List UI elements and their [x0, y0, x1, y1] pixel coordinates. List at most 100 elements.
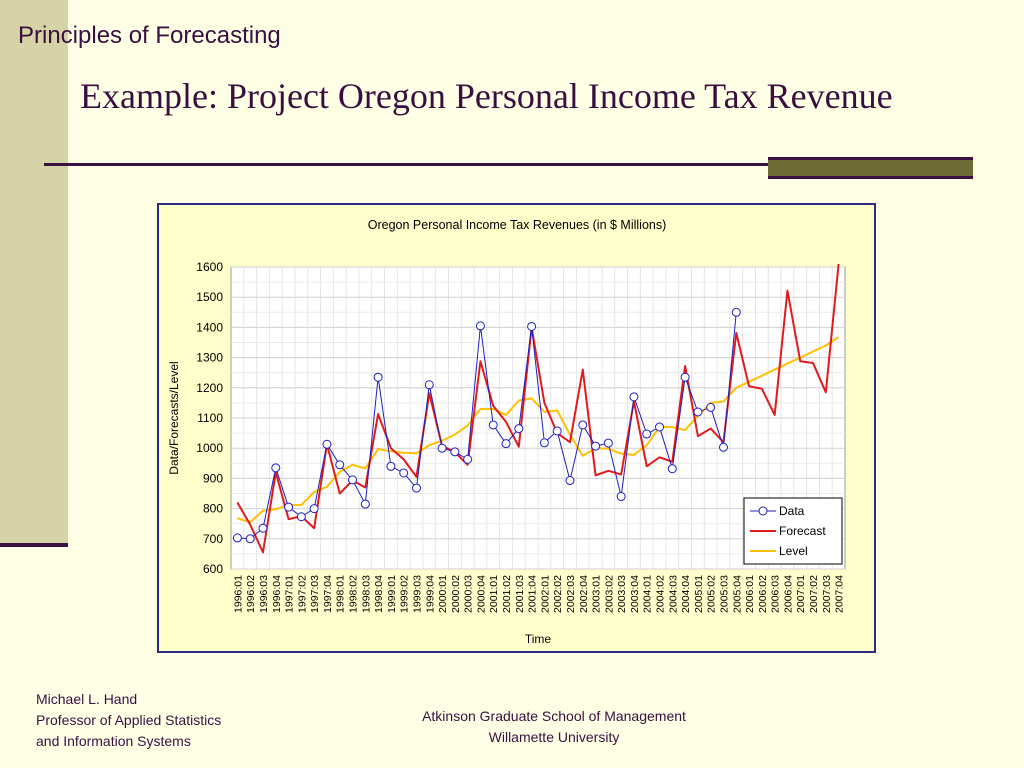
- data-point: [322, 439, 332, 449]
- x-tick-label: 2004:02: [655, 575, 667, 613]
- data-point: [437, 443, 447, 453]
- legend: Data Forecast Level: [743, 497, 843, 565]
- series-line-data: [237, 312, 737, 540]
- series-line-level: [237, 336, 840, 524]
- x-tick-label: 2006:01: [744, 575, 756, 613]
- x-tick-label: 2006:04: [782, 575, 794, 613]
- x-tick-label: 2003:04: [629, 575, 641, 613]
- x-tick-label: 2002:01: [539, 575, 551, 613]
- x-tick-label: 2004:01: [642, 575, 654, 613]
- data-point: [706, 402, 716, 412]
- x-tick-label: 1999:01: [386, 575, 398, 613]
- data-point: [514, 424, 524, 434]
- x-tick-label: 2005:03: [718, 575, 730, 613]
- legend-level-label: Level: [779, 544, 808, 558]
- data-point: [335, 460, 345, 470]
- x-tick-label: 2001:01: [488, 575, 500, 613]
- x-tick-label: 1996:01: [232, 575, 244, 613]
- y-tick-label: 1600: [196, 260, 223, 274]
- x-tick-label: 1997:01: [284, 575, 296, 613]
- x-tick-label: 2005:01: [693, 575, 705, 613]
- x-tick-label: 1996:03: [258, 575, 270, 613]
- data-point: [642, 429, 652, 439]
- data-point: [718, 442, 728, 452]
- series-lines: [236, 263, 840, 554]
- x-tick-label: 2006:02: [757, 575, 769, 613]
- data-point: [373, 372, 383, 382]
- x-tick-label: 2007:03: [821, 575, 833, 613]
- data-point: [680, 372, 690, 382]
- x-tick-label: 1998:01: [335, 575, 347, 613]
- legend-forecast-label: Forecast: [779, 524, 826, 538]
- x-tick-label: 1997:04: [322, 575, 334, 613]
- data-point: [360, 499, 370, 509]
- y-tick-label: 600: [203, 562, 223, 576]
- x-tick-label: 2000:03: [463, 575, 475, 613]
- data-point: [271, 463, 281, 473]
- x-tick-label: 2002:03: [565, 575, 577, 613]
- data-point: [411, 483, 421, 493]
- x-tick-label: 2002:02: [552, 575, 564, 613]
- data-point: [296, 512, 306, 522]
- x-axis-ticks: 1996:01 1996:02 1996:03 1996:04 1997:01 1997:…: [232, 575, 845, 613]
- y-tick-label: 1000: [196, 441, 223, 455]
- data-point: [258, 523, 268, 533]
- footer-author-title-2: and Information Systems: [36, 733, 191, 749]
- legend-data-marker: [758, 506, 768, 516]
- data-point: [667, 464, 677, 474]
- data-point: [527, 321, 537, 331]
- x-tick-label: 2001:02: [501, 575, 513, 613]
- data-point: [475, 321, 485, 331]
- footer-university: Willamette University: [488, 729, 620, 745]
- data-point: [552, 426, 562, 436]
- y-tick-label: 800: [203, 502, 223, 516]
- x-tick-label: 1998:02: [348, 575, 360, 613]
- x-tick-label: 1999:04: [424, 575, 436, 613]
- footer-school: Atkinson Graduate School of Management: [422, 708, 686, 724]
- y-tick-label: 1300: [196, 351, 223, 365]
- data-point: [655, 422, 665, 432]
- x-tick-label: 1999:02: [399, 575, 411, 613]
- x-tick-label: 1996:02: [245, 575, 257, 613]
- data-point: [424, 380, 434, 390]
- y-tick-label: 700: [203, 532, 223, 546]
- x-tick-label: 1998:03: [360, 575, 372, 613]
- y-tick-label: 900: [203, 471, 223, 485]
- data-point: [488, 420, 498, 430]
- x-tick-label: 2004:03: [667, 575, 679, 613]
- data-point: [232, 533, 242, 543]
- data-point: [284, 502, 294, 512]
- data-point: [731, 307, 741, 317]
- title-accent-bar: [768, 157, 973, 179]
- data-point: [693, 407, 703, 417]
- x-tick-label: 1997:02: [296, 575, 308, 613]
- x-tick-label: 2003:03: [616, 575, 628, 613]
- data-point: [501, 439, 511, 449]
- x-tick-label: 2006:03: [770, 575, 782, 613]
- footer-author: Michael L. Hand Professor of Applied Sta…: [36, 689, 221, 752]
- data-point: [386, 461, 396, 471]
- chart-svg: Oregon Personal Income Tax Revenues (in …: [167, 218, 846, 646]
- x-tick-label: 1997:03: [309, 575, 321, 613]
- footer-institution: Atkinson Graduate School of Management W…: [374, 706, 734, 748]
- x-tick-label: 2003:01: [591, 575, 603, 613]
- footer-author-title-1: Professor of Applied Statistics: [36, 712, 222, 728]
- data-point: [565, 476, 575, 486]
- x-tick-label: 2007:04: [834, 575, 846, 613]
- x-axis-label: Time: [525, 632, 552, 646]
- data-point: [578, 420, 588, 430]
- data-point: [245, 534, 255, 544]
- x-tick-label: 2003:02: [603, 575, 615, 613]
- data-point: [629, 392, 639, 402]
- y-tick-label: 1200: [196, 381, 223, 395]
- side-rule: [0, 543, 68, 547]
- data-point: [616, 492, 626, 502]
- data-point: [309, 504, 319, 514]
- x-tick-label: 2002:04: [578, 575, 590, 613]
- data-point: [399, 468, 409, 478]
- x-tick-label: 2000:02: [450, 575, 462, 613]
- slide-title: Example: Project Oregon Personal Income …: [80, 76, 893, 116]
- data-point: [348, 475, 358, 485]
- chart-title: Oregon Personal Income Tax Revenues (in …: [368, 218, 667, 232]
- data-markers: [232, 307, 741, 544]
